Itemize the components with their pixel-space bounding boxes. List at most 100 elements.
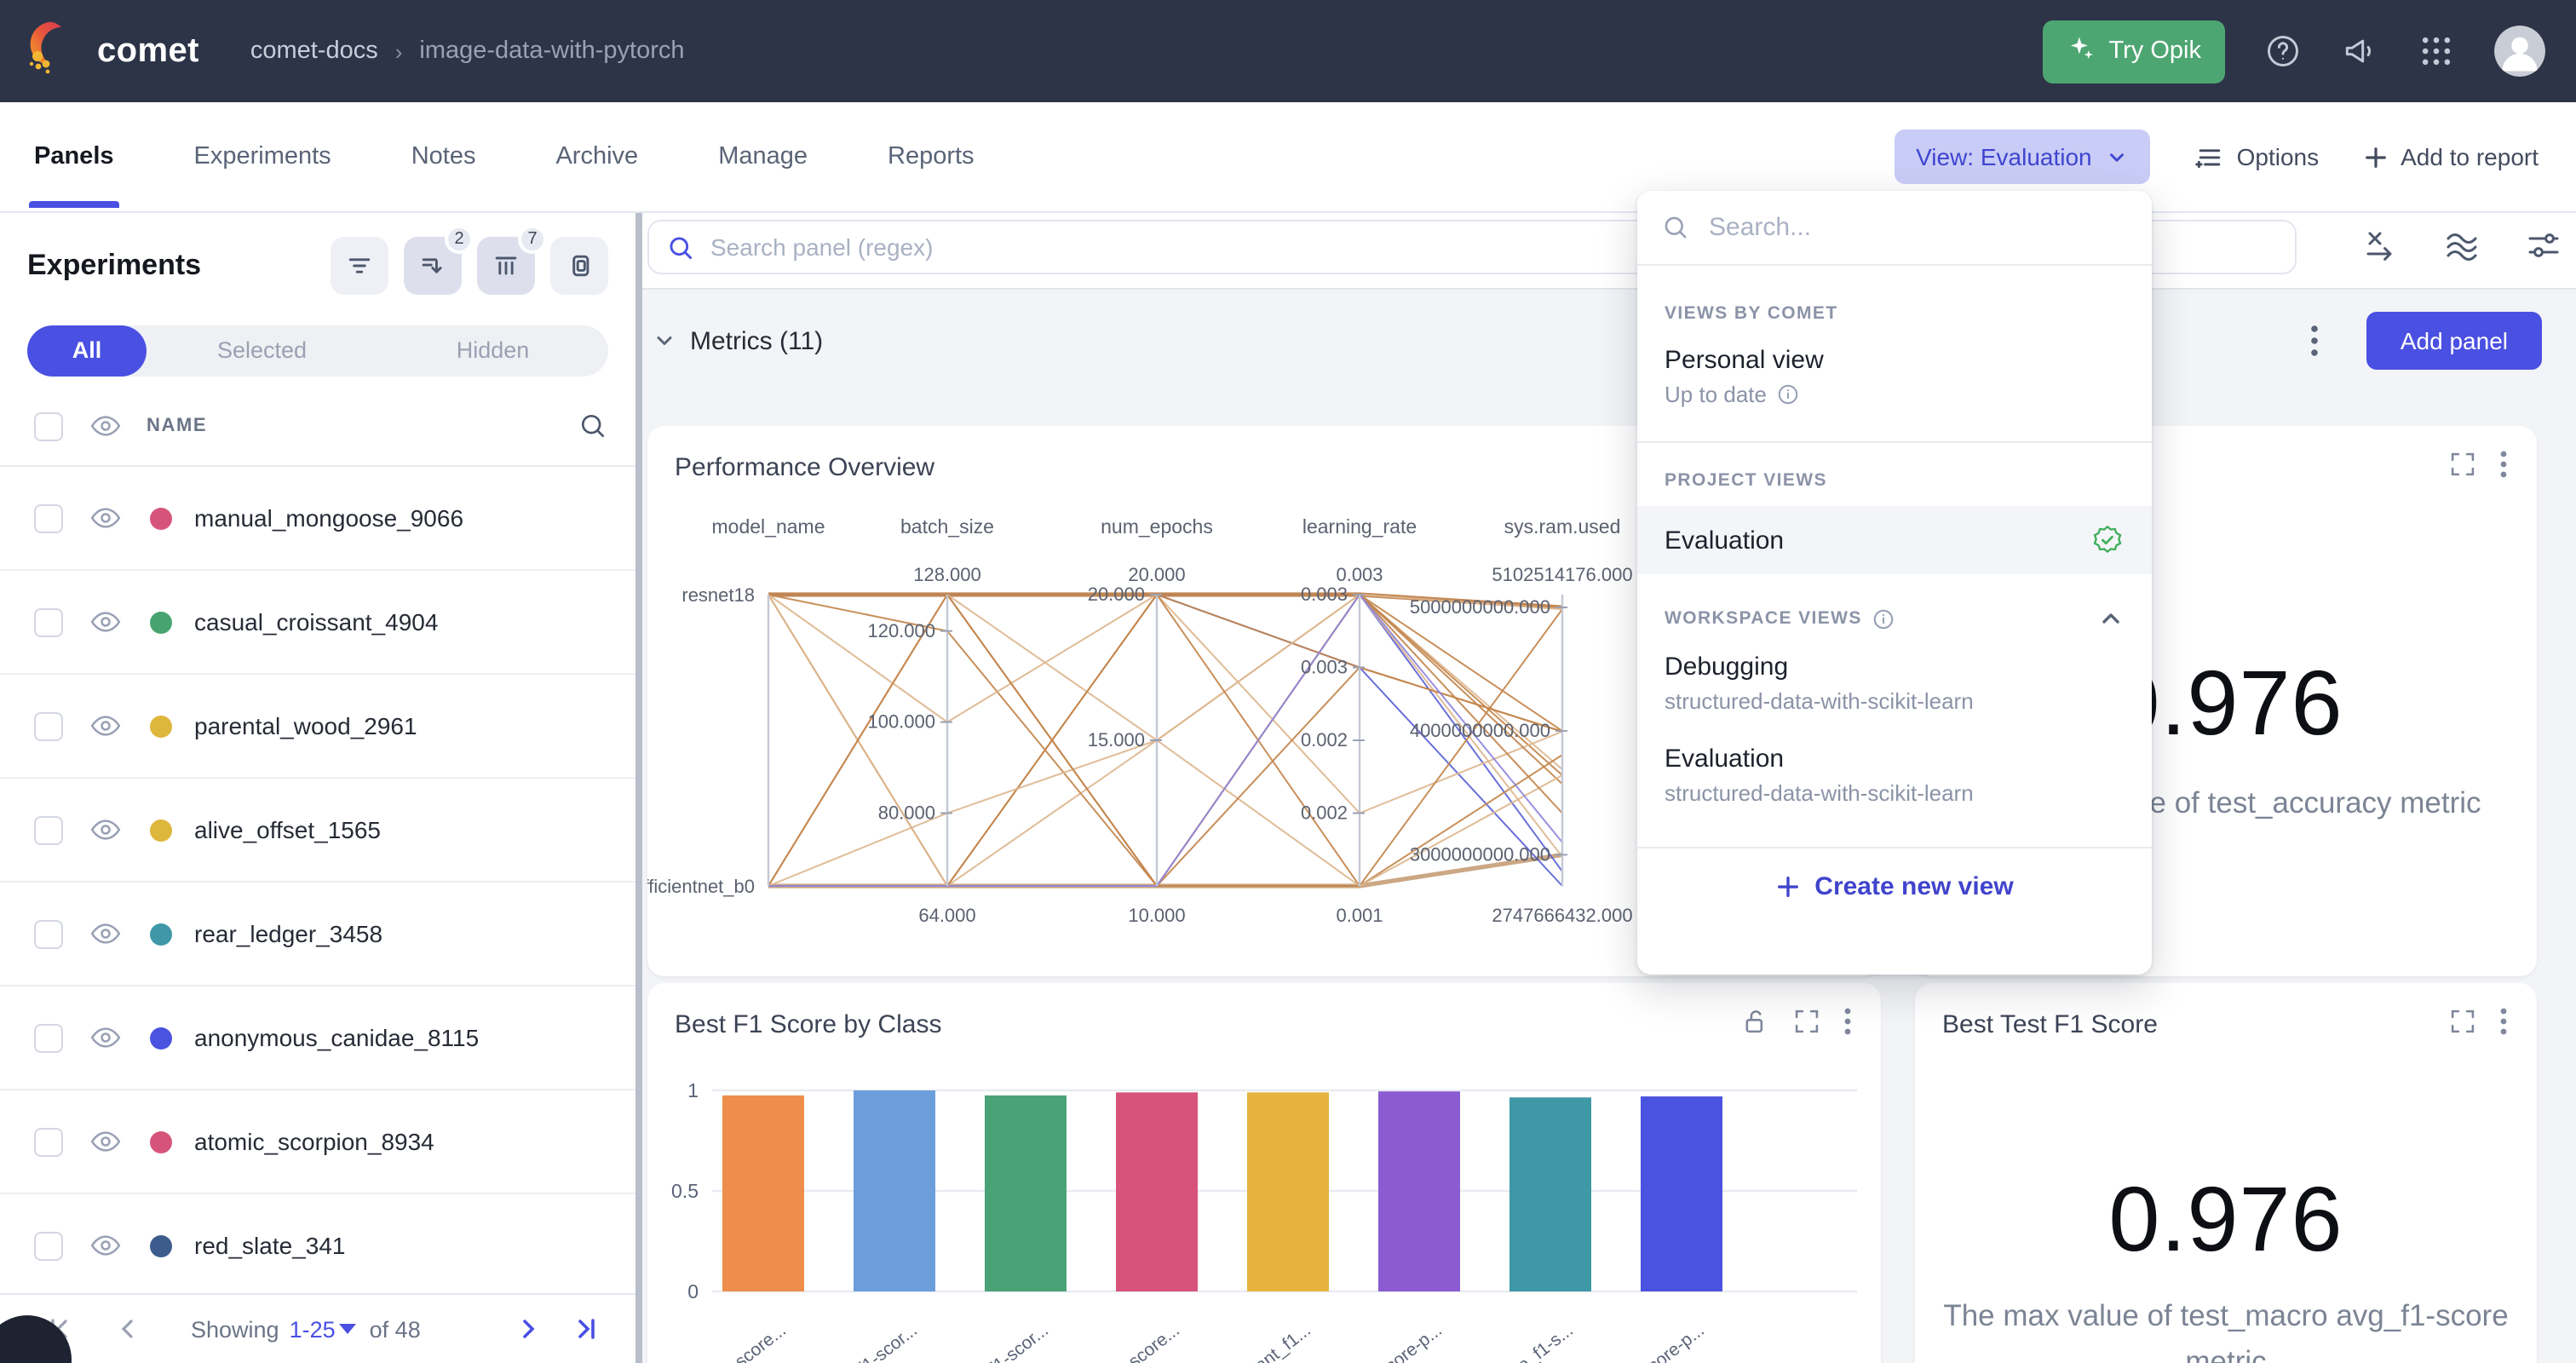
range-dropdown-icon[interactable] (338, 1324, 356, 1334)
row-checkbox[interactable] (34, 607, 63, 636)
tab-notes[interactable]: Notes (411, 143, 476, 170)
svg-text:80.000: 80.000 (878, 802, 935, 824)
avatar[interactable] (2494, 26, 2545, 77)
add-to-report-label: Add to report (2401, 143, 2539, 170)
experiment-row[interactable]: red_slate_341 (0, 1194, 635, 1293)
search-experiments-icon[interactable] (578, 411, 608, 441)
experiment-name: casual_croissant_4904 (194, 608, 439, 635)
prev-page-icon[interactable] (112, 1314, 143, 1344)
experiment-row[interactable]: casual_croissant_4904 (0, 571, 635, 675)
svg-text:efficientnet_b0: efficientnet_b0 (647, 876, 755, 897)
collapse-section-icon[interactable] (2097, 605, 2125, 632)
add-panel-button[interactable]: Add panel (2366, 312, 2542, 370)
visibility-eye-icon[interactable] (89, 1021, 123, 1055)
filter-experiments-button[interactable] (331, 237, 388, 295)
svg-text:0: 0 (687, 1280, 699, 1303)
row-checkbox[interactable] (34, 919, 63, 948)
row-checkbox[interactable] (34, 711, 63, 740)
tab-experiments[interactable]: Experiments (193, 143, 331, 170)
select-all-checkbox[interactable] (34, 411, 63, 440)
try-opik-button[interactable]: Try Opik (2042, 20, 2225, 83)
comet-logo-icon (24, 18, 82, 84)
visibility-eye-icon[interactable] (89, 709, 123, 743)
experiment-row[interactable]: atomic_scorpion_8934 (0, 1090, 635, 1194)
smoothing-icon[interactable] (2443, 227, 2481, 264)
add-to-report-button[interactable]: Add to report (2363, 143, 2539, 170)
sort-experiments-button[interactable]: 2 (404, 225, 474, 295)
page-range-selector[interactable]: 1-25 (289, 1316, 336, 1342)
filter-selected[interactable]: Selected (216, 337, 308, 363)
project-view-evaluation-item[interactable]: Evaluation (1637, 506, 2152, 574)
visibility-eye-icon[interactable] (89, 813, 123, 847)
compare-button[interactable] (550, 237, 608, 295)
columns-button[interactable]: 7 (477, 225, 547, 295)
search-icon (1661, 213, 1690, 242)
visibility-eye-icon[interactable] (89, 1228, 123, 1262)
experiment-row[interactable]: parental_wood_2961 (0, 675, 635, 779)
tab-reports[interactable]: Reports (888, 143, 975, 170)
view-search-box[interactable] (1637, 191, 2152, 266)
next-page-icon[interactable] (513, 1314, 543, 1344)
visibility-eye-icon[interactable] (89, 1124, 123, 1159)
create-new-view-button[interactable]: Create new view (1637, 848, 2152, 923)
view-search-input[interactable] (1709, 213, 2128, 242)
info-icon[interactable] (1872, 607, 1895, 630)
project-views-label: PROJECT VIEWS (1665, 470, 1827, 491)
fullscreen-icon[interactable] (2448, 1007, 2477, 1036)
fullscreen-icon[interactable] (1792, 1007, 1821, 1036)
help-icon[interactable] (2264, 32, 2302, 70)
row-checkbox[interactable] (34, 503, 63, 532)
comet-logo[interactable]: comet (24, 18, 199, 84)
tab-manage[interactable]: Manage (718, 143, 808, 170)
tab-archive[interactable]: Archive (555, 143, 639, 170)
experiment-color-dot (150, 507, 172, 529)
row-checkbox[interactable] (34, 1231, 63, 1260)
svg-text:resnet18: resnet18 (681, 584, 755, 606)
lock-open-icon[interactable] (1741, 1007, 1770, 1036)
filter-all[interactable]: All (27, 325, 147, 377)
visibility-eye-icon[interactable] (89, 917, 123, 951)
experiment-row[interactable]: anonymous_canidae_8115 (0, 986, 635, 1090)
fullscreen-icon[interactable] (2448, 450, 2477, 479)
svg-text:test_cactus_f1-scor...: test_cactus_f1-scor... (776, 1320, 922, 1363)
personal-view-item[interactable]: Personal view Up to date (1637, 324, 2152, 424)
view-item-name: Evaluation (1665, 745, 1785, 774)
experiment-row[interactable]: rear_ledger_3458 (0, 883, 635, 986)
row-checkbox[interactable] (34, 1127, 63, 1156)
workspace-view-debugging-item[interactable]: Debugging structured-data-with-scikit-le… (1637, 632, 2152, 731)
visibility-all-icon[interactable] (89, 409, 123, 443)
options-button[interactable]: Options (2194, 141, 2319, 172)
workspace-view-evaluation-item[interactable]: Evaluation structured-data-with-scikit-l… (1637, 731, 2152, 823)
breadcrumb-workspace[interactable]: comet-docs (250, 37, 378, 65)
svg-text:0.002: 0.002 (1301, 729, 1348, 751)
metrics-section-toggle[interactable]: Metrics (11) (653, 326, 823, 355)
experiment-row[interactable]: manual_mongoose_9066 (0, 467, 635, 571)
last-page-icon[interactable] (571, 1314, 601, 1344)
announcements-icon[interactable] (2341, 32, 2378, 70)
panel-title: Best F1 Score by Class (675, 1010, 942, 1039)
x-axis-settings-icon[interactable] (2361, 227, 2399, 264)
apps-grid-icon[interactable] (2418, 32, 2455, 70)
panel-settings-icon[interactable] (2525, 227, 2562, 264)
visibility-eye-icon[interactable] (89, 501, 123, 535)
view-selector-button[interactable]: View: Evaluation (1894, 129, 2150, 184)
row-checkbox[interactable] (34, 1023, 63, 1052)
filter-hidden[interactable]: Hidden (456, 337, 530, 363)
tab-panels[interactable]: Panels (29, 106, 118, 208)
panel-kebab-icon[interactable] (2499, 450, 2513, 479)
sidebar-resize-handle[interactable] (635, 213, 642, 1363)
experiment-row[interactable]: alive_offset_1565 (0, 779, 635, 883)
sidebar-title: Experiments (27, 249, 202, 281)
visibility-eye-icon[interactable] (89, 605, 123, 639)
svg-text:test_leaf_f1-score-p...: test_leaf_f1-score-p... (1297, 1320, 1446, 1363)
svg-text:10.000: 10.000 (1128, 905, 1185, 926)
panel-kebab-icon[interactable] (2499, 1007, 2513, 1036)
section-kebab-icon[interactable] (2302, 322, 2329, 359)
svg-text:batch_size: batch_size (900, 515, 994, 538)
row-checkbox[interactable] (34, 815, 63, 844)
info-icon[interactable] (1777, 383, 1799, 405)
breadcrumb: comet-docs › image-data-with-pytorch (250, 37, 685, 65)
panel-kebab-icon[interactable] (1843, 1007, 1857, 1036)
workspace-views-label: WORKSPACE VIEWS (1637, 605, 2152, 632)
pagination-bar: Showing 1-25 of 48 (0, 1293, 635, 1363)
